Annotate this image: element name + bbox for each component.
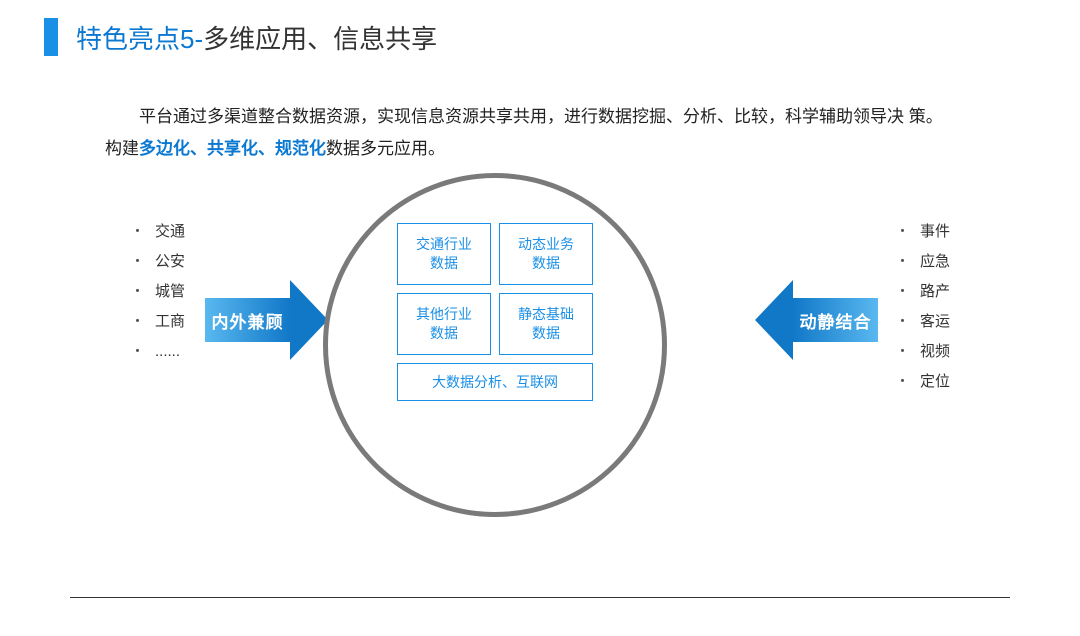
box-text: 其他行业数据 (416, 305, 472, 343)
diagram: 交通 公安 城管 工商 ...... 事件 应急 路产 客运 视频 定位 内外兼… (0, 175, 1080, 595)
desc-line2-post: 数据多元应用。 (326, 139, 445, 158)
list-item: 事件 (895, 217, 950, 247)
data-box: 其他行业数据 (397, 293, 491, 355)
title-bar: 特色亮点5- 多维应用、信息共享 (0, 0, 1080, 56)
description: 平台通过多渠道整合数据资源，实现信息资源共享共用，进行数据挖掘、分析、比较，科学… (0, 56, 1080, 166)
box-text: 大数据分析、互联网 (432, 373, 558, 392)
data-boxes: 交通行业数据 动态业务数据 其他行业数据 静态基础数据 大数据分析、互联网 (397, 223, 593, 409)
data-box-wide: 大数据分析、互联网 (397, 363, 593, 401)
list-item: 公安 (130, 247, 185, 277)
box-text: 静态基础数据 (518, 305, 574, 343)
desc-line2-pre: 构建 (105, 139, 139, 158)
footer-divider (70, 597, 1010, 598)
data-box: 动态业务数据 (499, 223, 593, 285)
right-arrow: 动静结合 (755, 280, 878, 360)
box-text: 交通行业数据 (416, 235, 472, 273)
list-item: 路产 (895, 277, 950, 307)
list-item: 定位 (895, 367, 950, 397)
data-box: 交通行业数据 (397, 223, 491, 285)
list-item: 工商 (130, 307, 185, 337)
list-item: 应急 (895, 247, 950, 277)
title-marker (44, 18, 58, 56)
title-prefix: 特色亮点5- (76, 19, 203, 56)
left-arrow: 内外兼顾 (205, 280, 328, 360)
arrow-label-right: 动静结合 (793, 298, 878, 342)
list-item: 城管 (130, 277, 185, 307)
desc-highlight: 多边化、共享化、规范化 (139, 139, 326, 158)
box-text: 动态业务数据 (518, 235, 574, 273)
right-list: 事件 应急 路产 客运 视频 定位 (895, 217, 950, 397)
data-box: 静态基础数据 (499, 293, 593, 355)
arrow-label-left: 内外兼顾 (205, 298, 290, 342)
left-list: 交通 公安 城管 工商 ...... (130, 217, 185, 367)
list-item: 视频 (895, 337, 950, 367)
list-item: 客运 (895, 307, 950, 337)
title-main: 多维应用、信息共享 (203, 19, 437, 56)
list-item: ...... (130, 337, 185, 367)
arrow-head-icon (755, 280, 793, 360)
desc-line1: 平台通过多渠道整合数据资源，实现信息资源共享共用，进行数据挖掘、分析、比较，科学… (105, 101, 943, 133)
list-item: 交通 (130, 217, 185, 247)
